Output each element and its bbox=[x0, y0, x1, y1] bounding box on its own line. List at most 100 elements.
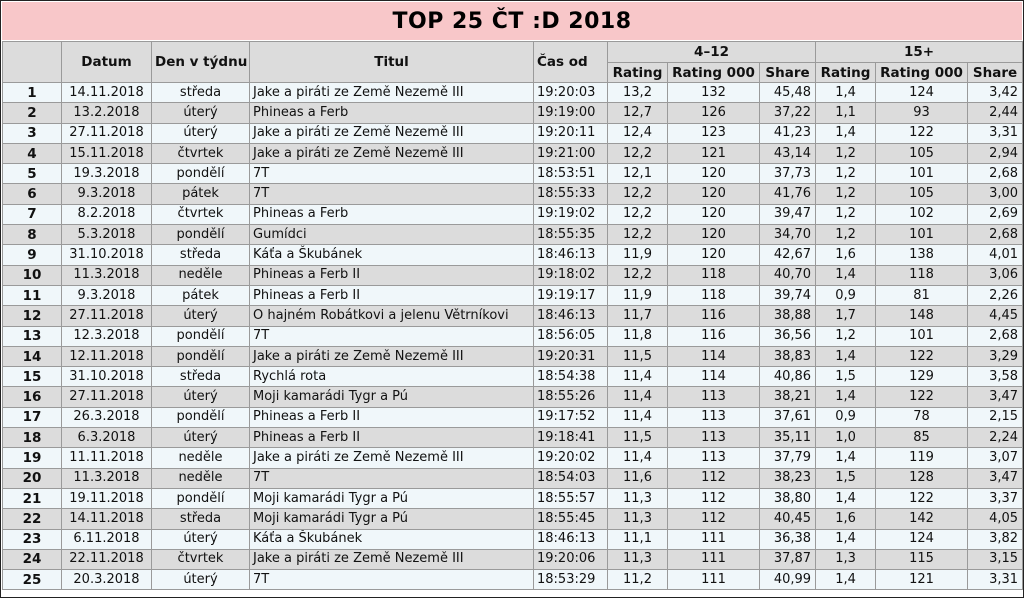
cell-cas: 19:19:00 bbox=[533, 102, 608, 124]
cell-datum: 8.2.2018 bbox=[61, 203, 152, 226]
cell-share-15plus: 2,68 bbox=[967, 325, 1024, 347]
cell-cas: 19:20:31 bbox=[533, 345, 608, 368]
cell-den: středa bbox=[151, 508, 250, 530]
cell-rating-15plus: 1,1 bbox=[815, 102, 877, 124]
cell-den: úterý bbox=[151, 569, 250, 591]
header-rating000-4-12: Rating 000 bbox=[667, 62, 760, 83]
cell-den: úterý bbox=[151, 122, 250, 144]
cell-cas: 18:55:57 bbox=[533, 487, 608, 510]
header-rating-4-12: Rating bbox=[607, 62, 668, 83]
table-row: 16 27.11.2018 úterý Moji kamarádi Tygr a Pú… bbox=[2, 386, 1024, 408]
cell-titul: 7T bbox=[249, 467, 534, 489]
header-datum: Datum bbox=[61, 41, 152, 83]
cell-den: neděle bbox=[151, 467, 250, 489]
cell-rank: 10 bbox=[2, 264, 62, 286]
cell-rating000-4-12: 126 bbox=[667, 102, 760, 124]
cell-share-15plus: 3,82 bbox=[967, 528, 1024, 550]
cell-rank: 22 bbox=[2, 508, 62, 530]
cell-den: pátek bbox=[151, 284, 250, 307]
cell-cas: 18:53:51 bbox=[533, 163, 608, 185]
cell-den: úterý bbox=[151, 427, 250, 449]
cell-rating000-15plus: 121 bbox=[875, 569, 969, 591]
cell-rating000-15plus: 124 bbox=[875, 528, 969, 550]
cell-rating000-4-12: 118 bbox=[667, 284, 760, 307]
cell-rating-4-12: 12,2 bbox=[607, 203, 668, 226]
cell-rank: 23 bbox=[2, 528, 62, 550]
cell-cas: 19:20:11 bbox=[533, 122, 608, 144]
cell-rating000-4-12: 120 bbox=[667, 183, 760, 205]
cell-rating-15plus: 1,4 bbox=[815, 345, 877, 368]
cell-rating-15plus: 1,4 bbox=[815, 122, 877, 144]
cell-share-15plus: 3,47 bbox=[967, 467, 1024, 489]
cell-den: úterý bbox=[151, 305, 250, 327]
cell-den: čtvrtek bbox=[151, 548, 250, 571]
cell-titul: Gumídci bbox=[249, 224, 534, 246]
cell-cas: 18:55:26 bbox=[533, 386, 608, 408]
table-row: 20 11.3.2018 neděle 7T 18:54:03 11,6 112 38,23 1… bbox=[2, 467, 1024, 489]
cell-den: úterý bbox=[151, 102, 250, 124]
cell-den: pondělí bbox=[151, 345, 250, 368]
cell-rank: 20 bbox=[2, 467, 62, 489]
cell-rating-15plus: 1,6 bbox=[815, 508, 877, 530]
table-row: 3 27.11.2018 úterý Jake a piráti ze Země Ne… bbox=[2, 122, 1024, 144]
table-row: 2 13.2.2018 úterý Phineas a Ferb 19:19:00 12,… bbox=[2, 102, 1024, 124]
cell-titul: 7T bbox=[249, 183, 534, 205]
cell-rating-15plus: 1,6 bbox=[815, 244, 877, 266]
cell-rank: 5 bbox=[2, 163, 62, 185]
cell-rank: 19 bbox=[2, 447, 62, 469]
cell-rating000-4-12: 116 bbox=[667, 305, 760, 327]
cell-rating000-4-12: 114 bbox=[667, 345, 760, 368]
cell-rating-4-12: 12,2 bbox=[607, 142, 668, 165]
table-row: 13 12.3.2018 pondělí 7T 18:56:05 11,8 116 36,56… bbox=[2, 325, 1024, 347]
cell-den: úterý bbox=[151, 386, 250, 408]
header-rating000-15plus: Rating 000 bbox=[875, 62, 969, 83]
cell-datum: 9.3.2018 bbox=[61, 183, 152, 205]
header-group-4-12: 4–12 bbox=[606, 41, 817, 63]
cell-rank: 6 bbox=[2, 183, 62, 205]
table-row: 22 14.11.2018 středa Moji kamarádi Tygr a P… bbox=[2, 508, 1024, 530]
cell-rating000-4-12: 114 bbox=[667, 366, 760, 388]
cell-share-4-12: 36,38 bbox=[758, 528, 817, 550]
cell-share-15plus: 3,15 bbox=[967, 548, 1024, 571]
cell-datum: 14.11.2018 bbox=[61, 508, 152, 530]
cell-titul: Phineas a Ferb bbox=[249, 102, 534, 124]
cell-rating000-15plus: 93 bbox=[875, 102, 969, 124]
cell-rating-15plus: 1,7 bbox=[815, 305, 877, 327]
cell-share-4-12: 41,23 bbox=[758, 122, 817, 144]
cell-rank: 9 bbox=[2, 244, 62, 266]
cell-den: pondělí bbox=[151, 325, 250, 347]
cell-rating-15plus: 1,2 bbox=[815, 325, 877, 347]
cell-rating000-4-12: 113 bbox=[667, 447, 760, 469]
header-group-15plus: 15+ bbox=[815, 41, 1024, 63]
table-row: 9 31.10.2018 středa Káťa a Škubánek 18:46:13… bbox=[2, 244, 1024, 266]
cell-share-15plus: 3,47 bbox=[967, 386, 1024, 408]
cell-rating-4-12: 12,1 bbox=[607, 163, 668, 185]
cell-share-4-12: 36,56 bbox=[758, 325, 817, 347]
cell-rating000-4-12: 113 bbox=[667, 406, 760, 429]
cell-rating-4-12: 11,4 bbox=[607, 366, 668, 388]
table-row: 19 11.11.2018 neděle Jake a piráti ze Země … bbox=[2, 447, 1024, 469]
cell-share-4-12: 38,88 bbox=[758, 305, 817, 327]
table-row: 1 14.11.2018 středa Jake a piráti ze Země N… bbox=[2, 81, 1024, 104]
cell-cas: 19:18:41 bbox=[533, 427, 608, 449]
cell-cas: 18:54:38 bbox=[533, 366, 608, 388]
cell-datum: 31.10.2018 bbox=[61, 366, 152, 388]
cell-rating000-15plus: 122 bbox=[875, 122, 969, 144]
cell-rating-15plus: 0,9 bbox=[815, 406, 877, 429]
cell-rating000-4-12: 120 bbox=[667, 224, 760, 246]
cell-share-15plus: 3,00 bbox=[967, 183, 1024, 205]
cell-den: neděle bbox=[151, 264, 250, 286]
cell-share-4-12: 42,67 bbox=[758, 244, 817, 266]
cell-datum: 11.3.2018 bbox=[61, 264, 152, 286]
cell-rating-15plus: 1,0 bbox=[815, 427, 877, 449]
cell-rank: 16 bbox=[2, 386, 62, 408]
table-row: 15 31.10.2018 středa Rychlá rota 18:54:38 11,… bbox=[2, 366, 1024, 388]
cell-rating000-4-12: 120 bbox=[667, 203, 760, 226]
cell-cas: 18:46:13 bbox=[533, 305, 608, 327]
cell-datum: 31.10.2018 bbox=[61, 244, 152, 266]
cell-rating000-15plus: 118 bbox=[875, 264, 969, 286]
cell-rating000-15plus: 101 bbox=[875, 325, 969, 347]
cell-datum: 27.11.2018 bbox=[61, 122, 152, 144]
table-row: 18 6.3.2018 úterý Phineas a Ferb II 19:18:41… bbox=[2, 427, 1024, 449]
